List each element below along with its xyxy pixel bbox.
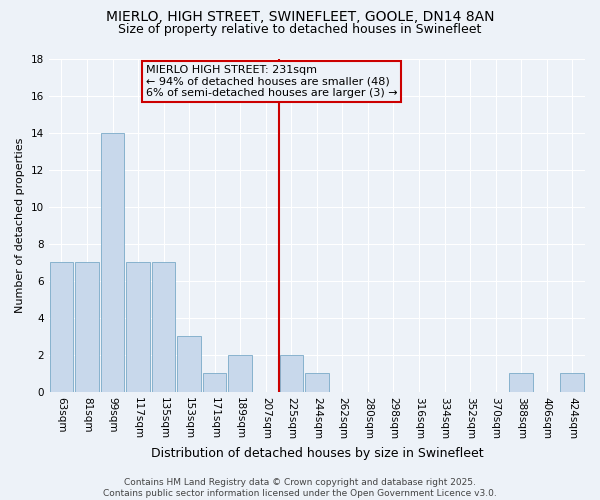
Bar [152,262,175,392]
Bar [560,373,584,392]
Text: Size of property relative to detached houses in Swinefleet: Size of property relative to detached ho… [118,22,482,36]
Bar [75,262,99,392]
Bar [305,373,329,392]
Bar [229,354,252,392]
Text: MIERLO, HIGH STREET, SWINEFLEET, GOOLE, DN14 8AN: MIERLO, HIGH STREET, SWINEFLEET, GOOLE, … [106,10,494,24]
Y-axis label: Number of detached properties: Number of detached properties [15,138,25,313]
Text: Contains HM Land Registry data © Crown copyright and database right 2025.
Contai: Contains HM Land Registry data © Crown c… [103,478,497,498]
Bar [178,336,201,392]
Bar [101,133,124,392]
Bar [127,262,150,392]
X-axis label: Distribution of detached houses by size in Swinefleet: Distribution of detached houses by size … [151,447,483,460]
Bar [509,373,533,392]
Text: MIERLO HIGH STREET: 231sqm
← 94% of detached houses are smaller (48)
6% of semi-: MIERLO HIGH STREET: 231sqm ← 94% of deta… [146,64,397,98]
Bar [203,373,226,392]
Bar [50,262,73,392]
Bar [280,354,303,392]
